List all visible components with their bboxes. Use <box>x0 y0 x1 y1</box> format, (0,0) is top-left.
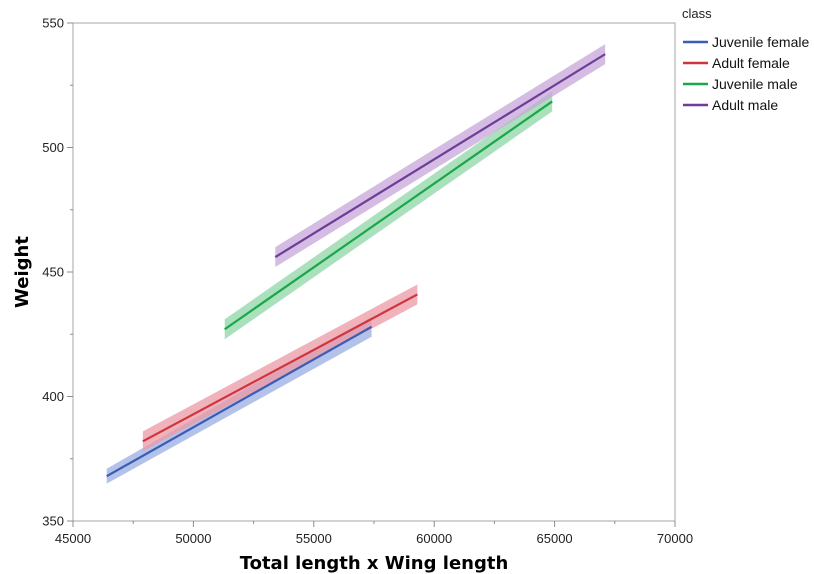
regression-lines <box>106 53 606 478</box>
y-tick-label: 550 <box>42 16 64 31</box>
x-tick-label: 60000 <box>416 531 452 546</box>
x-tick-label: 55000 <box>296 531 332 546</box>
x-axis-title: Total length x Wing length <box>240 553 509 574</box>
y-tick-label: 350 <box>42 514 64 529</box>
series-line <box>142 293 418 443</box>
series-line <box>274 53 606 258</box>
series-line <box>106 325 373 478</box>
y-tick-label: 400 <box>42 389 64 404</box>
legend-title: class <box>682 6 712 21</box>
legend-label: Juvenile male <box>712 76 798 92</box>
series-line <box>224 100 553 331</box>
x-tick-label: 65000 <box>537 531 573 546</box>
legend-label: Adult male <box>712 97 778 113</box>
y-tick-label: 450 <box>42 265 64 280</box>
y-axis-title: Weight <box>12 236 33 308</box>
legend-label: Juvenile female <box>712 34 809 50</box>
x-axis-ticks: 45000 50000 55000 60000 65000 70000 <box>55 521 693 546</box>
legend-label: Adult female <box>712 55 790 71</box>
x-tick-label: 50000 <box>175 531 211 546</box>
x-tick-label: 70000 <box>657 531 693 546</box>
legend: class Juvenile female Adult female Juvenil… <box>682 6 809 113</box>
y-tick-label: 500 <box>42 140 64 155</box>
confidence-bands <box>106 44 606 484</box>
y-axis-ticks: 350 400 450 500 550 <box>42 16 73 529</box>
x-tick-label: 45000 <box>55 531 91 546</box>
